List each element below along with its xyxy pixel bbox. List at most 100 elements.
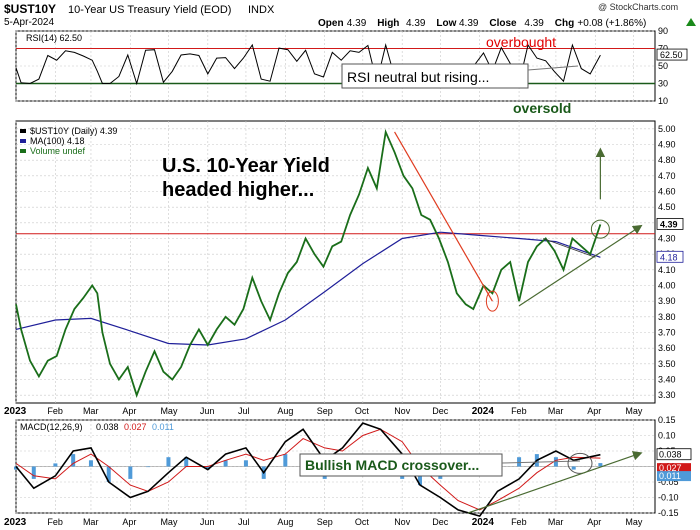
macd-histogram-bar: [283, 454, 288, 467]
last-ma-box: [656, 250, 684, 263]
downtrend-line: [394, 131, 493, 302]
macd-histogram-bar: [571, 466, 576, 470]
uptrend-line: [518, 224, 643, 307]
macd-histogram-bar: [146, 466, 151, 468]
x-tick-label: Nov: [394, 406, 411, 416]
headline-line-2: headed higher...: [162, 179, 314, 201]
price-panel: 5.004.904.804.704.604.504.404.304.204.10…: [15, 120, 684, 404]
price-tick-label: 3.70: [658, 328, 676, 338]
price-tick-label: 4.10: [658, 265, 676, 275]
signal-last-label: 0.027: [659, 463, 682, 473]
ohlc-value: 4.39: [347, 18, 367, 29]
macd-signal-line: [15, 428, 601, 511]
x-tick-label: Apr: [587, 406, 601, 416]
x-tick-label: May: [160, 517, 178, 527]
macd-last-label: 0.038: [659, 450, 682, 460]
price-tick-label: 4.70: [658, 171, 676, 181]
rsi-tick-label: 30: [658, 79, 668, 89]
headline-line-1: U.S. 10-Year Yield: [162, 155, 330, 177]
x-tick-label: Apr: [587, 517, 601, 527]
rsi-tick-label: 70: [658, 44, 668, 54]
reversal-circle: [485, 290, 499, 312]
x-tick-label: Jul: [238, 406, 250, 416]
x-tick-label: Jun: [200, 406, 215, 416]
x-axis-macd: 2023 Feb Mar Apr May Jun Jul Aug Sep Oct Nov Dec 202…: [4, 517, 643, 528]
x-tick-label: 2023: [4, 517, 27, 528]
ohlc-value: +0.08 (+1.86%): [577, 18, 646, 29]
hist-last-label: 0.011: [659, 471, 681, 481]
rsi-frame: [15, 30, 656, 102]
ohlc-row: Open 4.39 High 4.39 Low 4.39 Close 4.39 Chg +0.08…: [318, 18, 696, 29]
date-label: 5-Apr-2024: [4, 17, 54, 28]
price-tick-label: 5.00: [658, 124, 676, 134]
x-tick-label: Jul: [238, 517, 250, 527]
x-tick-label: Mar: [83, 406, 99, 416]
macd-legend-label: MACD(12,26,9): [20, 422, 83, 432]
price-tick-label: 4.50: [658, 202, 676, 212]
macd-legend-value: 0.038: [96, 422, 119, 432]
price-tick-label: 3.80: [658, 312, 676, 322]
ohlc-value: 4.39: [406, 18, 426, 29]
rsi-line: [15, 43, 601, 86]
x-tick-label: Dec: [432, 406, 449, 416]
rsi-last-value-box: [656, 48, 688, 61]
rsi-note-pointer: [527, 65, 579, 71]
x-tick-label: Aug: [277, 406, 293, 416]
price-line: [15, 128, 602, 398]
x-axis-price: 2023 Feb Mar Apr May Jun Jul Aug Sep Oct Nov Dec 202…: [4, 406, 643, 417]
price-tick-label: 3.30: [658, 390, 676, 400]
x-tick-label: Feb: [511, 517, 527, 527]
price-tick-label: 4.00: [658, 281, 676, 291]
watermark: @ StockCharts.com: [598, 2, 678, 12]
macd-histogram-bar: [53, 463, 58, 467]
hist-last-box: [657, 471, 691, 482]
price-tick-label: 3.90: [658, 296, 676, 306]
macd-last-box: [656, 448, 692, 461]
macd-histogram-bar: [31, 466, 36, 479]
rsi-tick-label: 90: [658, 26, 668, 36]
x-tick-label: 2024: [472, 406, 495, 417]
overbought-annotation: overbought: [486, 34, 556, 50]
macd-tick-label: -0.05: [658, 477, 679, 487]
x-tick-label: May: [160, 406, 178, 416]
macd-histogram-bar: [106, 466, 111, 482]
price-tick-label: 3.50: [658, 359, 676, 369]
macd-tick-label: -0.10: [658, 493, 679, 503]
macd-tick-label: -0.15: [658, 508, 679, 518]
macd-panel: 0.150.100.050.00-0.05-0.10-0.15MACD(12,2…: [14, 415, 692, 518]
x-tick-label: 2024: [472, 517, 495, 528]
macd-note-pointer: [501, 460, 581, 464]
price-tick-label: 3.40: [658, 375, 676, 385]
x-tick-label: May: [625, 517, 643, 527]
x-tick-label: Feb: [47, 406, 63, 416]
x-tick-label: Feb: [511, 406, 527, 416]
last-price-label: 4.39: [660, 219, 678, 229]
macd-line: [15, 422, 601, 518]
legend-swatch: [20, 129, 26, 133]
macd-note-box: [299, 453, 503, 477]
macd-tick-label: 0.10: [658, 431, 676, 441]
ohlc-label: Close: [489, 18, 517, 29]
macd-histogram-bar: [128, 466, 133, 479]
rsi-last-value-label: 62.50: [660, 50, 683, 60]
macd-histogram-bar: [598, 463, 603, 467]
price-legend: Volume undef: [30, 146, 86, 156]
x-tick-label: Oct: [355, 517, 370, 527]
price-tick-label: 4.60: [658, 187, 676, 197]
rsi-panel: 90 70 50 30 10 RSI(14) 62.50 62.50 overbought ov…: [15, 26, 688, 116]
price-legend: $UST10Y (Daily) 4.39: [30, 126, 117, 136]
rsi-note-text: RSI neutral but rising...: [347, 69, 489, 85]
legend-swatch: [20, 149, 26, 153]
price-tick-label: 4.90: [658, 140, 676, 150]
x-tick-label: Nov: [394, 517, 411, 527]
signal-legend-value: 0.027: [124, 422, 147, 432]
ma-100-line: [15, 231, 601, 346]
last-ma-label: 4.18: [660, 252, 678, 262]
hist-legend-value: 0.011: [152, 422, 174, 432]
price-legend: MA(100) 4.18: [30, 136, 85, 146]
x-tick-label: Feb: [47, 517, 63, 527]
legend-swatch: [20, 139, 26, 143]
macd-histogram-bar: [88, 460, 93, 467]
rsi-tick-label: 50: [658, 61, 668, 71]
